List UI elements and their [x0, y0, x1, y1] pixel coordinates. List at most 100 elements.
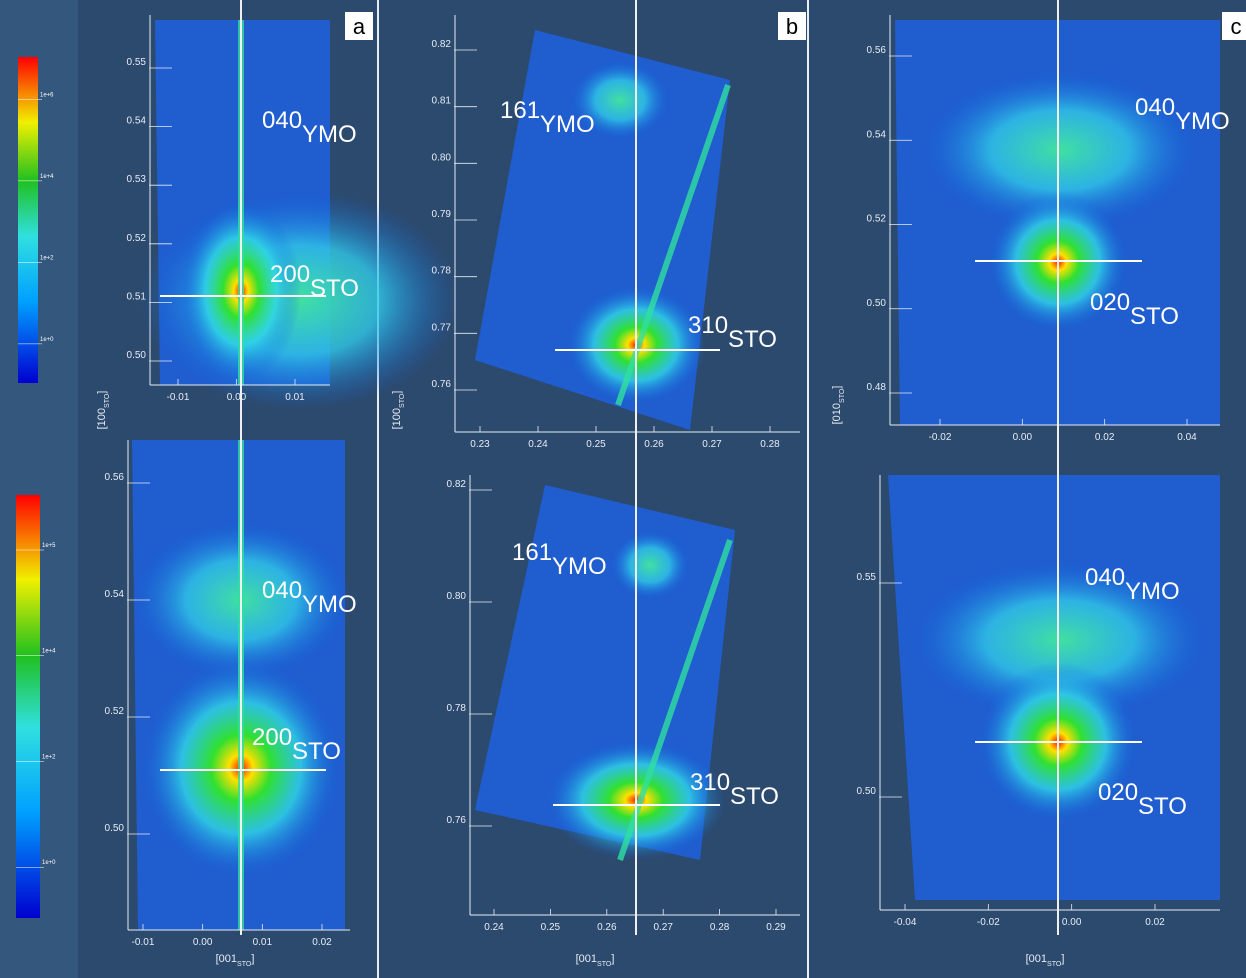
- y-tick-label: 0.56: [867, 45, 887, 56]
- y-tick-label: 0.76: [447, 815, 467, 826]
- y-axis-label: [100STO]: [391, 391, 406, 430]
- x-tick-label: 0.27: [653, 922, 673, 933]
- peak-index: 020: [1090, 289, 1130, 316]
- peak-phase: STO: [730, 783, 779, 810]
- colorbar-label: 1e+5: [42, 543, 56, 549]
- x-tick-label: 0.26: [644, 439, 664, 450]
- peak-index: 040: [262, 577, 302, 604]
- x-tick-label: -0.02: [977, 917, 1000, 928]
- colorbar-label: 1e+0: [42, 860, 56, 866]
- label-sub: STO: [104, 393, 111, 408]
- label-text: ]: [251, 953, 254, 965]
- label-text: ]: [96, 391, 108, 394]
- label-sub: STO: [597, 961, 612, 968]
- label-text: [001: [576, 953, 597, 965]
- peak-phase: STO: [1138, 793, 1187, 820]
- y-tick-label: 0.56: [105, 472, 125, 483]
- peak-label: 040YMO: [262, 577, 357, 618]
- x-tick-label: 0.04: [1177, 432, 1197, 443]
- peak-phase: STO: [292, 738, 341, 765]
- x-tick-label: 0.25: [586, 439, 606, 450]
- y-tick-label: 0.53: [127, 174, 147, 185]
- label-text: [100: [96, 408, 108, 429]
- x-tick-label: -0.01: [167, 392, 190, 403]
- peak-phase: STO: [1130, 303, 1179, 330]
- colorbar-label: 1e+2: [42, 754, 56, 760]
- x-tick-label: 0.25: [541, 922, 561, 933]
- peak-phase: YMO: [552, 553, 607, 580]
- x-tick-label: 0.00: [1013, 432, 1033, 443]
- peak-phase: YMO: [540, 111, 595, 138]
- y-tick-label: 0.54: [867, 129, 887, 140]
- label-text: ]: [611, 953, 614, 965]
- label-text: ]: [1061, 953, 1064, 965]
- x-axis-label: [001STO]: [1026, 953, 1065, 968]
- peak-label: 020STO: [1098, 779, 1187, 820]
- peak-phase: STO: [310, 275, 359, 302]
- colorbar-label: 1e+6: [40, 92, 54, 98]
- colorbar: [16, 495, 40, 918]
- colorbar-label: 1e+2: [40, 255, 54, 261]
- label-text: ]: [831, 386, 843, 389]
- label-text: [010: [831, 403, 843, 424]
- y-tick-label: 0.76: [432, 379, 452, 390]
- y-tick-label: 0.54: [127, 116, 147, 127]
- label-text: [100: [391, 408, 403, 429]
- y-tick-label: 0.55: [857, 572, 877, 583]
- x-tick-label: -0.04: [894, 917, 917, 928]
- peak-index: 161: [512, 539, 552, 566]
- y-tick-label: 0.77: [432, 322, 452, 333]
- y-tick-label: 0.48: [867, 382, 887, 393]
- intensity-blob: [910, 560, 1210, 720]
- panel-letter-box: [1222, 12, 1246, 40]
- x-tick-label: 0.02: [312, 937, 332, 948]
- x-axis-label: [001STO]: [216, 953, 255, 968]
- colorbar-label: 1e+4: [42, 649, 56, 655]
- label-sub: STO: [839, 388, 846, 403]
- intensity-blob: [570, 60, 670, 140]
- x-axis-label: [001STO]: [576, 953, 615, 968]
- x-tick-label: 0.01: [253, 937, 273, 948]
- label-text: ]: [391, 391, 403, 394]
- x-tick-label: 0.02: [1095, 432, 1115, 443]
- panel-letter-box: [345, 12, 373, 40]
- x-tick-label: 0.24: [484, 922, 504, 933]
- peak-phase: STO: [728, 326, 777, 353]
- y-tick-label: 0.82: [447, 479, 467, 490]
- intensity-blob: [610, 530, 690, 600]
- x-tick-label: 0.23: [470, 439, 490, 450]
- x-tick-label: 0.27: [702, 439, 722, 450]
- peak-label: 040YMO: [1135, 94, 1230, 135]
- intensity-blob: [920, 70, 1200, 230]
- y-tick-label: 0.80: [432, 152, 452, 163]
- peak-index: 040: [262, 107, 302, 134]
- y-tick-label: 0.78: [447, 703, 467, 714]
- label-sub: STO: [237, 961, 252, 968]
- y-tick-label: 0.52: [105, 706, 125, 717]
- x-tick-label: 0.29: [766, 922, 786, 933]
- y-tick-label: 0.52: [867, 214, 887, 225]
- label-text: [001: [216, 953, 237, 965]
- peak-label: 200STO: [252, 724, 341, 765]
- label-sub: STO: [399, 393, 406, 408]
- peak-index: 200: [252, 724, 292, 751]
- peak-index: 200: [270, 261, 310, 288]
- y-axis-label: [010STO]: [831, 386, 846, 425]
- peak-index: 310: [690, 769, 730, 796]
- peak-phase: YMO: [302, 121, 357, 148]
- peak-phase: YMO: [302, 591, 357, 618]
- peak-label: 310STO: [688, 312, 777, 353]
- peak-phase: YMO: [1125, 578, 1180, 605]
- colorbar-label: 1e+4: [40, 174, 54, 180]
- peak-label: 040YMO: [1085, 564, 1180, 605]
- x-tick-label: -0.01: [132, 937, 155, 948]
- x-tick-label: 0.24: [528, 439, 548, 450]
- y-tick-label: 0.54: [105, 589, 125, 600]
- y-tick-label: 0.50: [105, 823, 125, 834]
- y-tick-label: 0.78: [432, 266, 452, 277]
- peak-label: 040YMO: [262, 107, 357, 148]
- peak-label: 310STO: [690, 769, 779, 810]
- label-sub: STO: [1047, 961, 1062, 968]
- peak-index: 310: [688, 312, 728, 339]
- peak-index: 040: [1135, 94, 1175, 121]
